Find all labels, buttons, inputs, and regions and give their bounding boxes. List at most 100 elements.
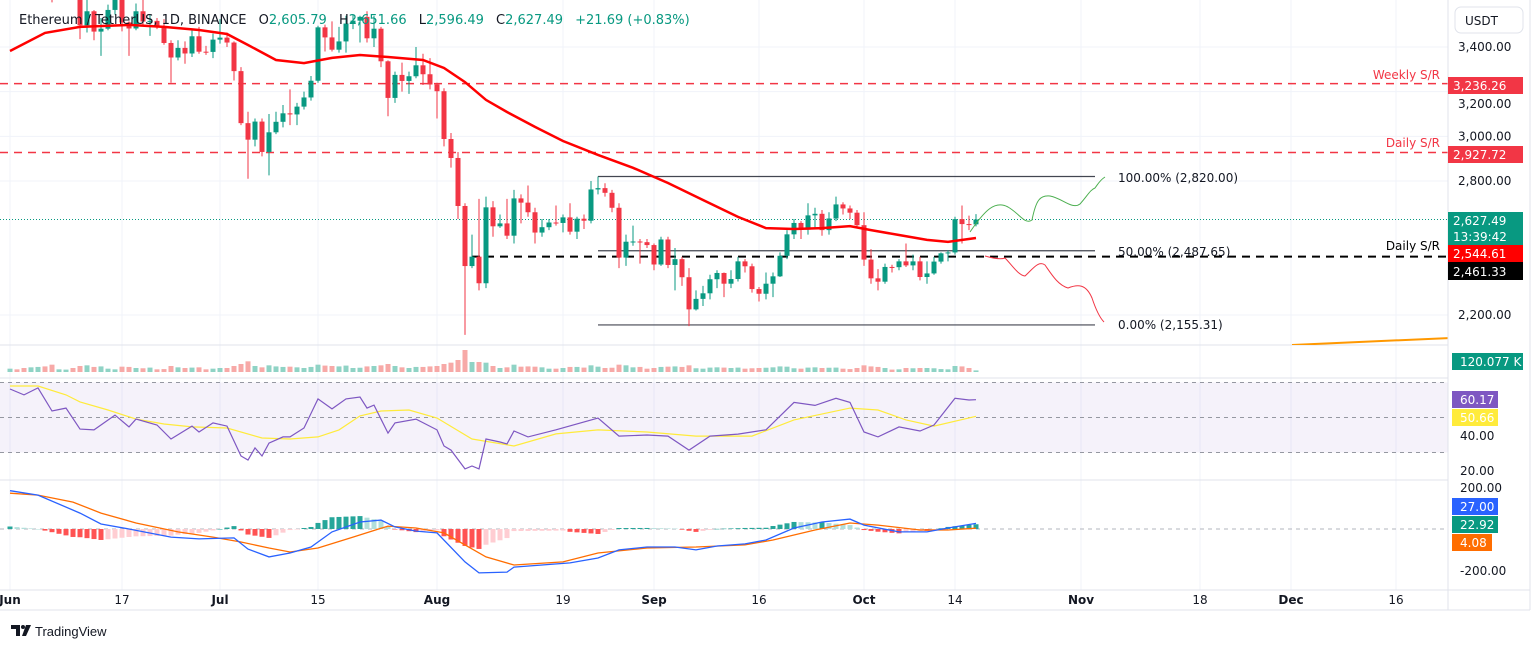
volume-bar	[357, 367, 363, 372]
candle-body	[644, 242, 650, 246]
macd-histogram-bar	[938, 528, 944, 529]
volume-bar	[756, 368, 762, 372]
volume-bar	[77, 366, 83, 372]
macd-histogram-bar	[525, 529, 531, 531]
volume-bar	[350, 368, 356, 372]
macd-histogram-bar	[763, 527, 769, 529]
candle	[924, 261, 930, 284]
candle	[714, 270, 720, 289]
open-value: 2,605.79	[269, 13, 327, 28]
volume-bar	[707, 367, 713, 372]
macd-histogram-bar	[259, 529, 265, 537]
macd-histogram-bar	[266, 529, 272, 538]
volume-bar	[770, 367, 776, 372]
volume-bar	[917, 368, 923, 372]
fib-100-label: 100.00% (2,820.00)	[1118, 171, 1238, 185]
macd-histogram-bar	[819, 522, 825, 529]
candle	[413, 47, 419, 79]
volume-bar	[721, 367, 727, 372]
macd-histogram-bar	[392, 529, 398, 530]
candle-body	[84, 11, 90, 26]
tradingview-logo[interactable]: TradingView	[11, 624, 107, 639]
volume-bar	[427, 366, 433, 372]
volume-bar	[413, 366, 419, 372]
candle-body	[504, 223, 510, 236]
candle-body	[532, 212, 538, 233]
volume-bar	[595, 366, 601, 372]
candle	[420, 53, 426, 85]
macd-histogram-bar	[168, 529, 174, 536]
macd-histogram-bar	[14, 527, 20, 529]
volume-bar	[378, 365, 384, 372]
macd-histogram-bar	[350, 516, 356, 529]
candle-body	[329, 37, 335, 50]
macd-histogram-bar	[749, 527, 755, 529]
volume-bar	[553, 368, 559, 372]
candle-body	[672, 259, 678, 265]
macd-histogram-bar	[63, 529, 69, 536]
candle-body	[560, 217, 566, 223]
candle-body	[749, 266, 755, 290]
time-axis[interactable]: Jun 17 Jul 15 Aug 19 Sep 16 Oct 14 Nov 18 Dec 16	[0, 589, 1530, 611]
candle-body	[763, 283, 769, 294]
candle-body	[889, 266, 895, 268]
macd-histogram-bar	[154, 529, 160, 536]
candle-body	[224, 37, 230, 43]
candle	[973, 214, 979, 227]
volume-bar	[287, 366, 293, 372]
volume-bar	[406, 368, 412, 372]
volume-bar	[294, 367, 300, 372]
candle-body	[91, 11, 97, 32]
macd-histogram-bar	[343, 516, 349, 529]
macd-histogram-bar	[658, 528, 664, 529]
candle-body	[742, 261, 748, 267]
candle-body	[896, 261, 902, 268]
macd-histogram-bar	[756, 527, 762, 529]
candle-body	[658, 239, 664, 265]
candle-body	[308, 80, 314, 98]
candle-body	[812, 213, 818, 216]
volume-bar	[630, 367, 636, 372]
candle-body	[245, 123, 251, 140]
macd-histogram-bar	[217, 529, 223, 530]
candle-body	[728, 279, 734, 284]
candle-body	[399, 74, 405, 81]
rsi-ma-tag: 50.66	[1452, 409, 1498, 426]
candle-body	[469, 256, 475, 267]
candle	[616, 203, 622, 269]
volume-bar	[154, 369, 160, 372]
macd-histogram-bar	[28, 528, 34, 529]
candle	[833, 196, 839, 222]
macd-histogram-bar	[644, 527, 650, 529]
volume-bar	[525, 366, 531, 372]
currency-button[interactable]	[1454, 6, 1524, 34]
candle	[350, 14, 356, 30]
candle	[259, 118, 265, 157]
macd-histogram-bar	[77, 529, 83, 538]
volume-bar	[889, 369, 895, 372]
candle	[763, 272, 769, 300]
candle-body	[175, 47, 181, 58]
candle	[798, 221, 804, 240]
signal-tag: 4.08	[1452, 534, 1492, 551]
time-axis-label: 17	[114, 593, 129, 607]
candle	[189, 29, 195, 58]
price-axis[interactable]: USDT 3,400.00 3,200.00 3,000.00 2,800.00 2,2…	[1447, 0, 1531, 610]
macd-histogram-bar	[539, 529, 545, 531]
volume-bar	[623, 365, 629, 372]
time-axis-label: 14	[947, 593, 962, 607]
macd-histogram-bar	[483, 529, 489, 545]
macd-histogram-bar	[840, 524, 846, 529]
low-label: L	[419, 13, 427, 28]
candle	[84, 0, 90, 33]
price-axis-label: 2,200.00	[1458, 308, 1511, 322]
candle-body	[357, 16, 363, 21]
macd-histogram-bar	[224, 527, 230, 529]
volume-bar	[91, 366, 97, 372]
candle-body	[434, 84, 440, 92]
last-price-tag: 2,627.49 13:39:42	[1448, 212, 1523, 245]
macd-histogram-bar	[735, 528, 741, 529]
candle-body	[154, 20, 160, 27]
price-axis-label: 3,000.00	[1458, 129, 1511, 143]
